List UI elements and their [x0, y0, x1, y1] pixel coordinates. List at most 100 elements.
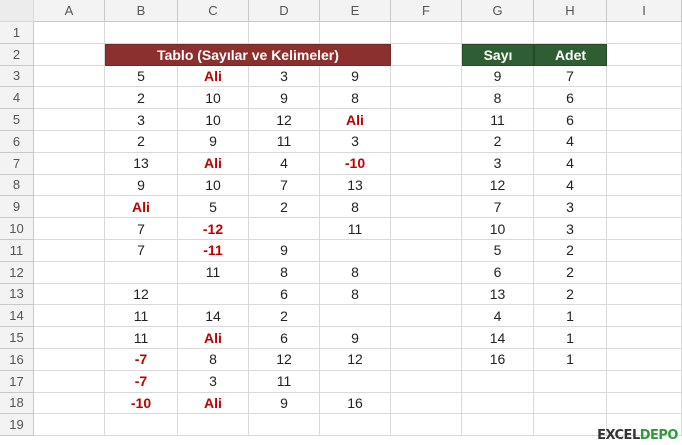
- cell[interactable]: [607, 327, 682, 349]
- freq-count[interactable]: 2: [534, 283, 607, 306]
- table-cell[interactable]: 12: [105, 283, 178, 306]
- table-title[interactable]: Tablo (Sayılar ve Kelimeler): [105, 43, 391, 66]
- freq-count[interactable]: 1: [534, 305, 607, 328]
- table-cell[interactable]: [320, 370, 391, 393]
- freq-count[interactable]: 4: [534, 152, 607, 175]
- row-header-15[interactable]: 15: [0, 327, 34, 349]
- table-cell[interactable]: 8: [320, 87, 391, 110]
- freq-value[interactable]: 5: [462, 239, 534, 262]
- cell[interactable]: [607, 130, 682, 153]
- cell[interactable]: [105, 414, 178, 437]
- table-cell[interactable]: Ali: [320, 109, 391, 131]
- table-cell[interactable]: -10: [320, 152, 391, 175]
- freq-count[interactable]: 3: [534, 218, 607, 240]
- column-header-F[interactable]: F: [391, 0, 462, 22]
- cell[interactable]: [607, 261, 682, 284]
- table-cell[interactable]: [178, 283, 249, 306]
- row-header-5[interactable]: 5: [0, 109, 34, 131]
- cell[interactable]: [34, 261, 105, 284]
- cell[interactable]: [534, 392, 607, 415]
- table-cell[interactable]: 6: [249, 283, 320, 306]
- table-cell[interactable]: -7: [105, 370, 178, 393]
- cell[interactable]: [320, 414, 391, 437]
- table-cell[interactable]: 13: [105, 152, 178, 175]
- table-cell[interactable]: [249, 218, 320, 240]
- freq-count[interactable]: 2: [534, 261, 607, 284]
- table-cell[interactable]: 12: [249, 348, 320, 371]
- freq-count[interactable]: 7: [534, 65, 607, 88]
- freq-value[interactable]: 4: [462, 305, 534, 328]
- table-cell[interactable]: Ali: [105, 196, 178, 219]
- cell[interactable]: [34, 305, 105, 328]
- freq-count[interactable]: 6: [534, 87, 607, 110]
- freq-value[interactable]: 2: [462, 130, 534, 153]
- table-cell[interactable]: 8: [178, 348, 249, 371]
- table-cell[interactable]: 11: [105, 305, 178, 328]
- table-cell[interactable]: 10: [178, 174, 249, 197]
- cell[interactable]: [607, 109, 682, 131]
- freq-value[interactable]: 7: [462, 196, 534, 219]
- cell[interactable]: [391, 239, 462, 262]
- cell[interactable]: [391, 152, 462, 175]
- cell[interactable]: [320, 22, 391, 44]
- cell[interactable]: [607, 196, 682, 219]
- cell[interactable]: [534, 22, 607, 44]
- cell[interactable]: [34, 414, 105, 437]
- freq-value[interactable]: 6: [462, 261, 534, 284]
- table-cell[interactable]: [320, 239, 391, 262]
- cell[interactable]: [105, 22, 178, 44]
- table-cell[interactable]: 9: [320, 327, 391, 349]
- cell[interactable]: [607, 218, 682, 240]
- column-header-D[interactable]: D: [249, 0, 320, 22]
- table-cell[interactable]: 9: [178, 130, 249, 153]
- table-cell[interactable]: 9: [105, 174, 178, 197]
- freq-value[interactable]: 12: [462, 174, 534, 197]
- cell[interactable]: [462, 370, 534, 393]
- table-cell[interactable]: 3: [178, 370, 249, 393]
- freq-value[interactable]: 10: [462, 218, 534, 240]
- freq-count[interactable]: 3: [534, 196, 607, 219]
- cell[interactable]: [534, 414, 607, 437]
- cell[interactable]: [34, 370, 105, 393]
- table-cell[interactable]: 11: [320, 218, 391, 240]
- cell[interactable]: [462, 392, 534, 415]
- table-cell[interactable]: Ali: [178, 392, 249, 415]
- cell[interactable]: [178, 22, 249, 44]
- table-cell[interactable]: 11: [249, 370, 320, 393]
- cell[interactable]: [607, 43, 682, 66]
- cell[interactable]: [391, 414, 462, 437]
- table-cell[interactable]: 7: [105, 239, 178, 262]
- cell[interactable]: [391, 261, 462, 284]
- freq-header-sayi[interactable]: Sayı: [462, 43, 534, 66]
- cell[interactable]: [462, 414, 534, 437]
- table-cell[interactable]: -12: [178, 218, 249, 240]
- table-cell[interactable]: 9: [320, 65, 391, 88]
- table-cell[interactable]: 3: [105, 109, 178, 131]
- cell[interactable]: [391, 327, 462, 349]
- cell[interactable]: [391, 43, 462, 66]
- row-header-16[interactable]: 16: [0, 348, 34, 371]
- table-cell[interactable]: 7: [249, 174, 320, 197]
- cell[interactable]: [391, 370, 462, 393]
- table-cell[interactable]: 4: [249, 152, 320, 175]
- table-cell[interactable]: 12: [320, 348, 391, 371]
- row-header-7[interactable]: 7: [0, 152, 34, 175]
- select-all-corner[interactable]: [0, 0, 34, 22]
- cell[interactable]: [391, 218, 462, 240]
- table-cell[interactable]: -11: [178, 239, 249, 262]
- freq-value[interactable]: 13: [462, 283, 534, 306]
- cell[interactable]: [607, 22, 682, 44]
- cell[interactable]: [34, 348, 105, 371]
- freq-value[interactable]: 9: [462, 65, 534, 88]
- table-cell[interactable]: 5: [178, 196, 249, 219]
- cell[interactable]: [34, 218, 105, 240]
- cell[interactable]: [607, 87, 682, 110]
- cell[interactable]: [34, 174, 105, 197]
- cell[interactable]: [34, 327, 105, 349]
- row-header-6[interactable]: 6: [0, 130, 34, 153]
- table-cell[interactable]: [320, 305, 391, 328]
- column-header-H[interactable]: H: [534, 0, 607, 22]
- freq-value[interactable]: 8: [462, 87, 534, 110]
- cell[interactable]: [391, 22, 462, 44]
- cell[interactable]: [534, 370, 607, 393]
